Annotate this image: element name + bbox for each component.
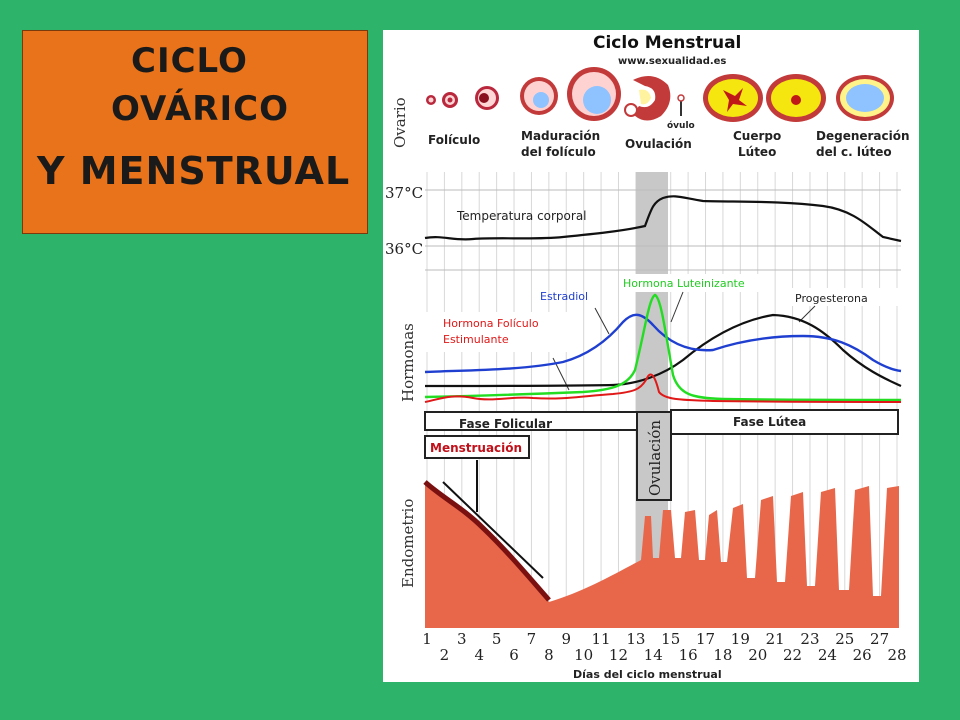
title-line-3: Y MENSTRUAL xyxy=(37,149,351,193)
day-tick-label: 27 xyxy=(870,630,889,648)
fsh-label-2: Estimulante xyxy=(443,333,509,346)
fsh-label-bg xyxy=(425,312,571,352)
ovulation-follicle xyxy=(624,76,671,121)
stage-label-maturation-1: Maduración xyxy=(521,129,600,143)
follicle-small-1 xyxy=(426,95,436,105)
temp-tick-36: 36°C xyxy=(385,240,423,258)
day-tick-label: 5 xyxy=(492,630,502,648)
day-tick-label: 16 xyxy=(679,646,698,664)
follicle-small-2 xyxy=(442,92,458,108)
follicle-maturing-1 xyxy=(520,77,558,115)
stage-label-corpus-2: Lúteo xyxy=(738,145,776,159)
ovum-icon xyxy=(677,94,685,102)
day-tick-label: 3 xyxy=(457,630,467,648)
ovary-axis-label: Ovario xyxy=(391,97,409,148)
progesterone-curve xyxy=(424,313,902,388)
estradiol-curve xyxy=(424,313,902,374)
day-axis: 1234567891011121314151617181920212223242… xyxy=(422,630,906,664)
ovulation-box xyxy=(636,411,672,501)
lh-curve xyxy=(424,293,902,402)
day-tick-label: 15 xyxy=(661,630,680,648)
follicular-phase-label: Fase Folicular xyxy=(459,417,552,431)
endometrium-axis-label: Endometrio xyxy=(399,499,417,588)
day-tick-label: 19 xyxy=(731,630,750,648)
day-tick-label: 12 xyxy=(609,646,628,664)
lh-label-bg xyxy=(619,274,769,292)
lh-pointer xyxy=(670,291,684,323)
day-tick-label: 28 xyxy=(887,646,906,664)
endometrium-tissue xyxy=(425,485,899,628)
follicle-small-3 xyxy=(475,86,499,110)
day-tick-label: 6 xyxy=(509,646,519,664)
day-tick-label: 10 xyxy=(574,646,593,664)
diagram-heading: Ciclo Menstrual xyxy=(593,33,741,53)
fsh-curve xyxy=(424,373,902,403)
day-tick-label: 20 xyxy=(748,646,767,664)
stage-label-degeneration-1: Degeneración xyxy=(816,129,910,143)
menstruation-bar xyxy=(424,435,530,459)
progesterone-label: Progesterona xyxy=(795,292,868,305)
luteal-phase-bar xyxy=(670,409,899,435)
lh-label: Hormona Luteinizante xyxy=(623,277,745,290)
luteal-phase-label: Fase Lútea xyxy=(733,415,806,429)
menstrual-shedding xyxy=(423,480,551,602)
estradiol-pointer xyxy=(594,307,610,335)
stage-label-maturation-2: del folículo xyxy=(521,145,596,159)
corpus-luteum-regressing xyxy=(766,74,826,122)
day-tick-label: 8 xyxy=(544,646,554,664)
day-tick-label: 4 xyxy=(474,646,484,664)
day-tick-label: 1 xyxy=(422,630,432,648)
hormones-axis-label: Hormonas xyxy=(399,323,417,402)
day-tick-label: 14 xyxy=(644,646,663,664)
day-tick-label: 18 xyxy=(713,646,732,664)
days-axis-label: Días del ciclo menstrual xyxy=(573,668,722,681)
stage-label-follicle: Folículo xyxy=(428,133,480,147)
day-tick-label: 26 xyxy=(853,646,872,664)
day-tick-label: 21 xyxy=(766,630,785,648)
temp-tick-37: 37°C xyxy=(385,184,423,202)
menstruation-label: Menstruación xyxy=(430,441,522,455)
fsh-label-1: Hormona Folículo xyxy=(443,317,539,330)
ovum-label: óvulo xyxy=(667,120,695,131)
title-line-2: OVÁRICO xyxy=(111,89,289,129)
corpus-luteum xyxy=(703,74,763,122)
day-tick-label: 7 xyxy=(527,630,537,648)
day-tick-label: 22 xyxy=(783,646,802,664)
menstruation-pointer xyxy=(442,481,544,579)
day-tick-label: 25 xyxy=(835,630,854,648)
stage-label-degeneration-2: del c. lúteo xyxy=(816,145,892,159)
day-tick-label: 24 xyxy=(818,646,837,664)
day-tick-label: 9 xyxy=(561,630,571,648)
stage-label-corpus-1: Cuerpo xyxy=(733,129,781,143)
title-line-1: CICLO xyxy=(131,41,248,81)
day-tick-label: 11 xyxy=(592,630,611,648)
stage-label-ovulation: Ovulación xyxy=(625,137,692,151)
day-tick-label: 17 xyxy=(696,630,715,648)
temperature-label: Temperatura corporal xyxy=(456,209,587,223)
corpus-albicans xyxy=(836,75,894,121)
website-label: www.sexualidad.es xyxy=(618,56,726,67)
follicle-maturing-2 xyxy=(567,67,621,121)
progesterone-label-bg xyxy=(781,288,911,306)
day-tick-label: 2 xyxy=(440,646,450,664)
day-tick-label: 13 xyxy=(626,630,645,648)
temperature-curve xyxy=(424,195,902,243)
estradiol-label: Estradiol xyxy=(540,290,588,303)
progesterone-pointer xyxy=(798,305,816,323)
day-tick-label: 23 xyxy=(800,630,819,648)
ovulation-phase-label: Ovulación xyxy=(646,420,664,496)
menstrual-cycle-diagram: Ciclo Menstrual www.sexualidad.es Ovario… xyxy=(383,30,919,682)
title-box: CICLO OVÁRICO Y MENSTRUAL xyxy=(22,30,368,234)
